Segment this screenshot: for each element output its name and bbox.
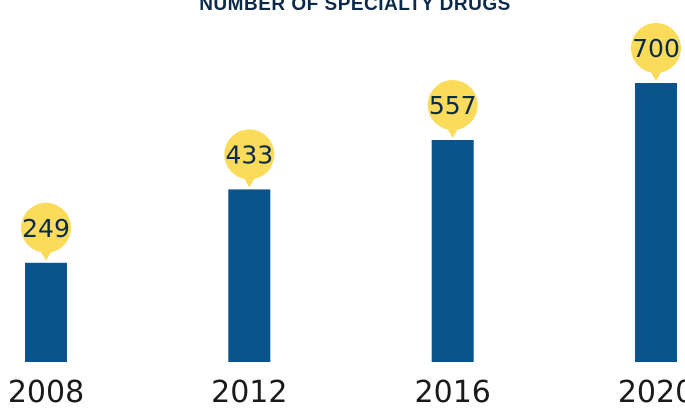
value-bubble-2008: 249 xyxy=(21,202,71,261)
bar-2016 xyxy=(431,140,474,362)
chart-title: NUMBER OF SPECIALTY DRUGS xyxy=(199,0,511,15)
value-labels-layer: 249 433 557 700 xyxy=(21,23,681,261)
value-bubble-circle xyxy=(427,80,478,130)
value-label-2016: 557 xyxy=(429,91,477,120)
x-tick-label-2012: 2012 xyxy=(211,375,287,410)
value-bubble-pointer xyxy=(242,175,257,188)
value-bubble-pointer xyxy=(445,125,460,138)
value-bubble-2012: 433 xyxy=(224,129,275,188)
value-bubble-circle xyxy=(21,202,71,253)
bar-2020 xyxy=(635,83,677,362)
value-bubble-pointer xyxy=(39,248,53,261)
bars-layer xyxy=(25,83,677,362)
value-bubble-pointer xyxy=(649,69,663,81)
value-bubble-circle xyxy=(631,23,681,73)
bar-2008 xyxy=(25,262,67,362)
bar-2012 xyxy=(228,189,271,362)
value-label-2008: 249 xyxy=(22,214,70,243)
x-tick-label-2008: 2008 xyxy=(8,375,84,410)
x-tick-label-2020: 2020 xyxy=(618,375,685,410)
x-tick-label-2016: 2016 xyxy=(415,375,491,410)
value-label-2020: 700 xyxy=(632,34,680,63)
value-bubble-2016: 557 xyxy=(427,80,478,138)
value-bubble-2020: 700 xyxy=(631,23,681,81)
value-bubble-circle xyxy=(224,129,275,180)
x-axis-ticks: 2008 2012 2016 2020 xyxy=(8,375,685,410)
value-label-2012: 433 xyxy=(225,140,273,169)
